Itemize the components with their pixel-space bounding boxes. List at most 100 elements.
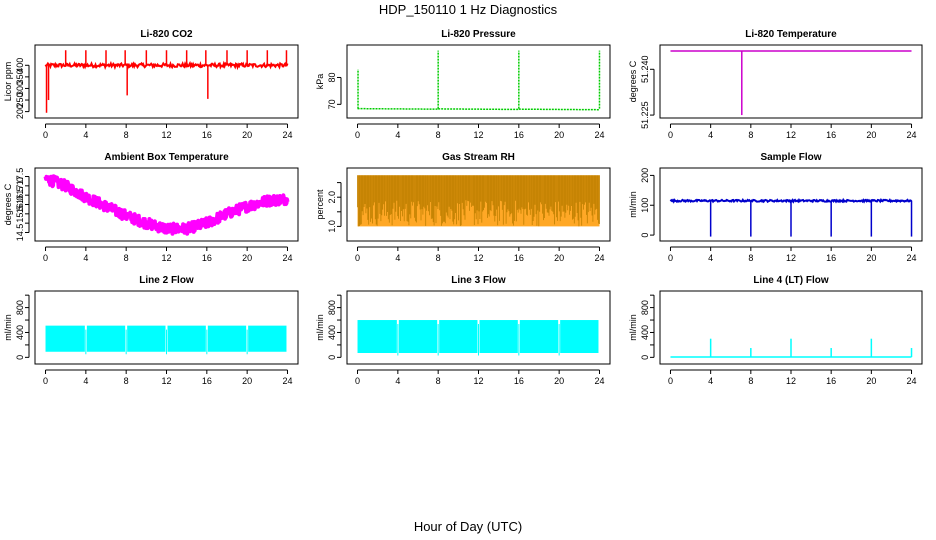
y-axis-label: degrees C bbox=[3, 183, 13, 225]
y-axis-label: kPa bbox=[315, 74, 325, 90]
x-tick-label: 12 bbox=[786, 130, 796, 140]
x-tick-label: 0 bbox=[355, 253, 360, 263]
x-tick-label: 24 bbox=[282, 253, 292, 263]
y-tick-label: 51.225 bbox=[640, 101, 650, 129]
series-band-segment bbox=[560, 320, 599, 353]
x-tick-label: 0 bbox=[355, 130, 360, 140]
x-tick-label: 16 bbox=[826, 130, 836, 140]
x-tick-label: 4 bbox=[83, 130, 88, 140]
x-tick-label: 8 bbox=[748, 130, 753, 140]
panel-title: Ambient Box Temperature bbox=[104, 152, 229, 163]
series-band-segment bbox=[207, 325, 247, 352]
series-band-segment bbox=[248, 325, 287, 352]
x-tick-label: 24 bbox=[907, 253, 917, 263]
data-layer bbox=[357, 175, 600, 227]
y-tick-label: 16.5 bbox=[15, 186, 25, 204]
data-layer bbox=[45, 325, 287, 355]
series-band-segment bbox=[439, 320, 478, 353]
x-tick-label: 0 bbox=[668, 376, 673, 386]
x-tick-label: 20 bbox=[866, 253, 876, 263]
x-tick-label: 8 bbox=[124, 130, 129, 140]
x-tick-label: 12 bbox=[473, 253, 483, 263]
figure-x-axis-label: Hour of Day (UTC) bbox=[414, 519, 522, 534]
panel-title: Line 4 (LT) Flow bbox=[753, 275, 829, 286]
x-tick-label: 8 bbox=[436, 376, 441, 386]
data-layer bbox=[357, 50, 601, 111]
x-tick-label: 24 bbox=[907, 130, 917, 140]
data-layer bbox=[670, 338, 913, 358]
y-tick-label: 800 bbox=[327, 300, 337, 315]
series-band-segment bbox=[479, 320, 518, 353]
y-tick-label: 100 bbox=[640, 198, 650, 213]
series-band-segment bbox=[127, 325, 166, 352]
y-tick-label: 16.0 bbox=[15, 196, 25, 214]
x-tick-label: 20 bbox=[866, 130, 876, 140]
panel-title: Line 2 Flow bbox=[139, 275, 194, 286]
x-tick-label: 24 bbox=[907, 376, 917, 386]
x-tick-label: 20 bbox=[242, 130, 252, 140]
y-tick-label: 15.5 bbox=[15, 205, 25, 223]
x-tick-label: 4 bbox=[708, 130, 713, 140]
panel-title: Li-820 Temperature bbox=[745, 29, 837, 40]
x-tick-label: 16 bbox=[514, 130, 524, 140]
y-axis-label: ml/min bbox=[628, 191, 638, 218]
y-axis-label: ml/min bbox=[628, 314, 638, 341]
panel-3: Li-820 Temperature 0 4 8 12 16 20 24 51.225 51.24… bbox=[628, 29, 923, 140]
x-tick-label: 0 bbox=[43, 130, 48, 140]
panel-1: Li-820 CO2 0 4 8 12 16 20 24 200250300350400Lico… bbox=[3, 29, 299, 140]
x-tick-label: 8 bbox=[436, 130, 441, 140]
series-line bbox=[43, 174, 290, 236]
x-tick-label: 0 bbox=[355, 376, 360, 386]
x-tick-label: 0 bbox=[668, 253, 673, 263]
y-tick-label: 51.240 bbox=[640, 56, 650, 84]
x-tick-label: 20 bbox=[866, 376, 876, 386]
x-tick-label: 16 bbox=[202, 130, 212, 140]
x-tick-label: 0 bbox=[43, 253, 48, 263]
y-tick-label: 400 bbox=[327, 325, 337, 340]
x-tick-label: 24 bbox=[594, 130, 604, 140]
plot-frame bbox=[346, 290, 611, 365]
x-tick-label: 20 bbox=[554, 376, 564, 386]
x-tick-label: 8 bbox=[436, 253, 441, 263]
data-layer bbox=[670, 50, 912, 116]
data-layer bbox=[357, 320, 599, 356]
x-tick-label: 12 bbox=[786, 253, 796, 263]
y-tick-label: 300 bbox=[15, 81, 25, 96]
y-axis-label: degrees C bbox=[628, 60, 638, 102]
plot-frame bbox=[34, 167, 299, 242]
x-tick-label: 20 bbox=[242, 253, 252, 263]
y-tick-label: 2.0 bbox=[327, 191, 337, 204]
x-tick-label: 24 bbox=[282, 130, 292, 140]
x-tick-label: 4 bbox=[395, 253, 400, 263]
y-tick-label: 200 bbox=[15, 104, 25, 119]
x-tick-label: 0 bbox=[668, 130, 673, 140]
x-tick-label: 16 bbox=[826, 376, 836, 386]
panel-title: Sample Flow bbox=[760, 152, 821, 163]
x-tick-label: 12 bbox=[473, 376, 483, 386]
y-axis-label: ml/min bbox=[315, 314, 325, 341]
x-tick-label: 16 bbox=[514, 376, 524, 386]
x-tick-label: 16 bbox=[202, 253, 212, 263]
x-tick-label: 4 bbox=[708, 376, 713, 386]
panel-title: Li-820 CO2 bbox=[140, 29, 193, 40]
figure-title: HDP_150110 1 Hz Diagnostics bbox=[379, 2, 558, 17]
y-tick-label: 400 bbox=[15, 58, 25, 73]
x-tick-label: 8 bbox=[748, 253, 753, 263]
x-tick-label: 8 bbox=[748, 376, 753, 386]
plot-frame bbox=[659, 290, 923, 365]
x-tick-label: 20 bbox=[554, 253, 564, 263]
plot-frame bbox=[346, 167, 611, 242]
data-layer bbox=[669, 197, 913, 237]
x-tick-label: 20 bbox=[242, 376, 252, 386]
y-axis-label: percent bbox=[315, 189, 325, 220]
y-tick-label: 1.0 bbox=[327, 220, 337, 233]
series-band-segment bbox=[357, 320, 397, 353]
series-line bbox=[357, 175, 600, 227]
y-tick-label: 800 bbox=[15, 300, 25, 315]
x-tick-label: 8 bbox=[124, 376, 129, 386]
x-tick-label: 12 bbox=[161, 376, 171, 386]
y-tick-label: 400 bbox=[15, 325, 25, 340]
plot-frame bbox=[659, 44, 923, 119]
